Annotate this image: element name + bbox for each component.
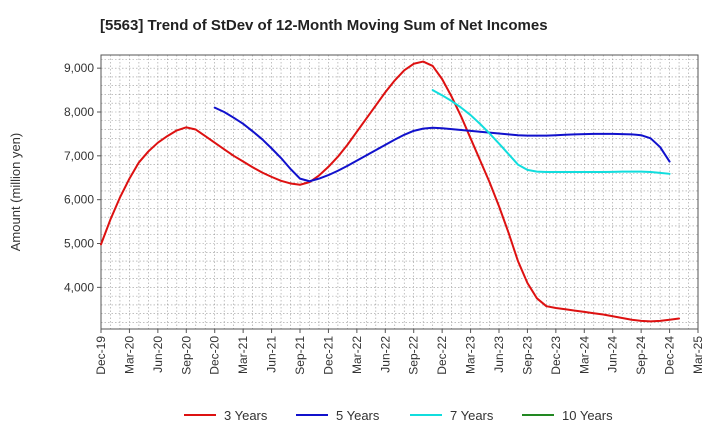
- y-tick-label: 4,000: [64, 280, 94, 294]
- series-line-5-years: [213, 106, 671, 183]
- x-tick-label: Dec-20: [208, 336, 222, 375]
- legend-label: 7 Years: [450, 408, 494, 423]
- x-tick-label: Mar-22: [350, 336, 364, 374]
- legend-label: 3 Years: [224, 408, 268, 423]
- y-axis-ticks: 4,000 5,000 6,000 7,000 8,000 9,000: [64, 61, 101, 294]
- x-tick-label: Mar-21: [236, 336, 250, 374]
- y-axis-label: Amount (million yen): [8, 133, 23, 252]
- series-line-7-years: [431, 89, 671, 175]
- legend: 3 Years 5 Years 7 Years 10 Years: [184, 408, 613, 423]
- x-tick-label: Sep-20: [179, 336, 193, 375]
- series-lines: [100, 60, 681, 323]
- legend-label: 5 Years: [336, 408, 380, 423]
- x-tick-label: Sep-22: [407, 336, 421, 375]
- x-tick-label: Jun-23: [492, 336, 506, 373]
- x-tick-label: Sep-23: [520, 336, 534, 375]
- x-tick-label: Dec-19: [94, 336, 108, 375]
- x-tick-label: Dec-21: [321, 336, 335, 375]
- y-tick-label: 7,000: [64, 149, 94, 163]
- legend-item-10-years: 10 Years: [522, 408, 613, 423]
- x-tick-label: Sep-24: [634, 336, 648, 375]
- legend-label: 10 Years: [562, 408, 613, 423]
- x-tick-label: Mar-24: [577, 336, 591, 374]
- grid-lines: [101, 55, 698, 329]
- legend-item-3-years: 3 Years: [184, 408, 268, 423]
- x-tick-label: Mar-20: [122, 336, 136, 374]
- y-tick-label: 5,000: [64, 237, 94, 251]
- series-line-3-years: [100, 60, 681, 323]
- x-tick-label: Mar-23: [464, 336, 478, 374]
- y-tick-label: 9,000: [64, 61, 94, 75]
- legend-item-5-years: 5 Years: [296, 408, 380, 423]
- x-tick-label: Mar-25: [691, 336, 705, 374]
- y-tick-label: 8,000: [64, 105, 94, 119]
- x-tick-label: Dec-23: [549, 336, 563, 375]
- legend-item-7-years: 7 Years: [410, 408, 494, 423]
- x-axis-ticks: Dec-19 Mar-20 Jun-20 Sep-20 Dec-20 Mar-21 Jun-…: [94, 329, 705, 375]
- y-tick-label: 6,000: [64, 193, 94, 207]
- plot-frame: [100, 54, 699, 330]
- x-tick-label: Jun-22: [378, 336, 392, 373]
- x-tick-label: Dec-22: [435, 336, 449, 375]
- x-tick-label: Sep-21: [293, 336, 307, 375]
- x-tick-label: Dec-24: [663, 336, 677, 375]
- x-tick-label: Jun-20: [151, 336, 165, 373]
- x-tick-label: Jun-21: [265, 336, 279, 373]
- chart-title: [5563] Trend of StDev of 12-Month Moving…: [100, 17, 548, 34]
- x-tick-label: Jun-24: [606, 336, 620, 373]
